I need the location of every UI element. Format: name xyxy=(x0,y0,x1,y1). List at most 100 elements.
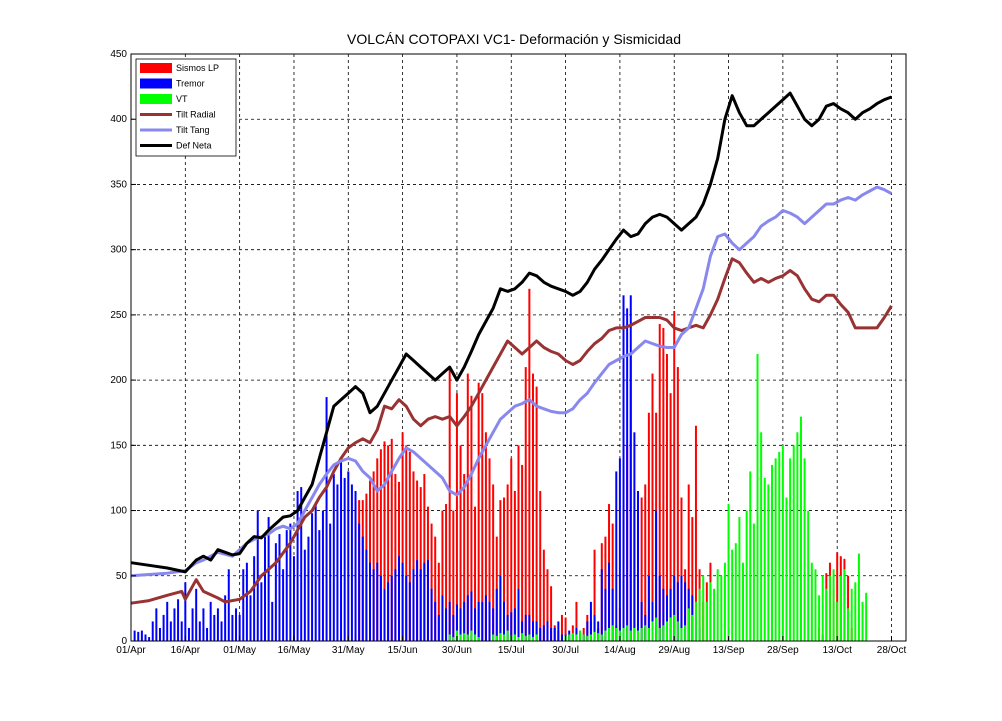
bar xyxy=(517,588,520,641)
bar xyxy=(405,445,408,641)
x-tick-label: 01/May xyxy=(223,645,256,656)
bar xyxy=(528,614,531,641)
bar xyxy=(503,497,506,641)
bar xyxy=(434,601,437,641)
y-tick-label: 0 xyxy=(121,636,127,647)
bar xyxy=(466,634,469,641)
bar xyxy=(513,634,516,641)
bar xyxy=(760,432,763,641)
bar xyxy=(828,575,831,641)
y-tick-label: 350 xyxy=(110,179,127,190)
x-tick-label: 30/Jul xyxy=(552,645,579,656)
bar xyxy=(528,634,531,641)
bar xyxy=(535,386,538,641)
bar xyxy=(720,575,723,641)
bar xyxy=(550,627,553,641)
bar xyxy=(350,484,353,641)
bar xyxy=(495,635,498,641)
bar xyxy=(513,608,516,641)
y-tick-label: 250 xyxy=(110,310,127,321)
bar xyxy=(658,324,661,641)
bar xyxy=(474,608,477,641)
bar xyxy=(198,621,201,641)
y-tick-label: 50 xyxy=(116,571,128,582)
series-line-def-neta xyxy=(130,91,893,574)
bar xyxy=(459,445,462,641)
bar xyxy=(354,490,357,641)
bar xyxy=(452,614,455,641)
bar xyxy=(466,595,469,641)
bar xyxy=(209,601,212,641)
bar xyxy=(408,451,411,641)
legend-swatch xyxy=(140,94,172,104)
bar xyxy=(300,487,303,641)
bar xyxy=(253,556,256,641)
bar xyxy=(673,310,676,641)
x-axis: 01/Apr 16/Apr 01/May 16/May 31/May 15/Jun 30/J… xyxy=(116,636,906,656)
bar xyxy=(662,327,665,641)
bar xyxy=(611,625,614,641)
bar xyxy=(810,562,813,641)
bar xyxy=(774,458,777,641)
y-tick-label: 450 xyxy=(110,49,127,60)
bar xyxy=(637,630,640,641)
bar xyxy=(202,608,205,641)
bar xyxy=(622,295,625,641)
bar xyxy=(263,536,266,641)
bar xyxy=(651,621,654,641)
bar xyxy=(662,588,665,641)
bar xyxy=(767,484,770,641)
bar xyxy=(847,608,850,641)
bar xyxy=(256,510,259,641)
bar xyxy=(604,630,607,641)
bar xyxy=(792,445,795,641)
bar xyxy=(843,569,846,641)
bar xyxy=(437,562,440,641)
bar xyxy=(343,477,346,641)
bar xyxy=(839,575,842,641)
bar xyxy=(216,608,219,641)
y-axis: 0 50 100 150 200 250 300 350 400 450 xyxy=(110,49,136,647)
bar xyxy=(615,471,618,641)
bar xyxy=(441,510,444,641)
bar xyxy=(321,510,324,641)
bar xyxy=(600,569,603,641)
bar xyxy=(723,562,726,641)
bar xyxy=(151,621,154,641)
bar xyxy=(195,588,198,641)
bar xyxy=(405,575,408,641)
bar xyxy=(655,510,658,641)
bar xyxy=(492,634,495,641)
bar xyxy=(419,487,422,641)
x-tick-label: 28/Oct xyxy=(877,645,907,656)
bar xyxy=(376,562,379,641)
bar xyxy=(488,601,491,641)
bar xyxy=(387,445,390,641)
bar xyxy=(278,534,281,641)
bar xyxy=(803,458,806,641)
series-vt xyxy=(448,354,868,641)
bar xyxy=(738,517,741,641)
bar xyxy=(676,367,679,641)
bar xyxy=(238,614,241,641)
bar xyxy=(466,373,469,641)
bar xyxy=(611,523,614,641)
bar xyxy=(397,556,400,641)
bar xyxy=(673,575,676,641)
bar xyxy=(651,373,654,641)
bar xyxy=(571,633,574,641)
bar xyxy=(401,562,404,641)
bar xyxy=(539,490,542,641)
bar xyxy=(245,562,248,641)
bar xyxy=(463,633,466,641)
bar xyxy=(593,614,596,641)
bar xyxy=(832,569,835,641)
bar xyxy=(535,634,538,641)
bar xyxy=(463,474,466,641)
bar xyxy=(282,569,285,641)
bar xyxy=(408,582,411,641)
bar xyxy=(658,627,661,641)
bar xyxy=(564,617,567,641)
bar xyxy=(825,588,828,641)
